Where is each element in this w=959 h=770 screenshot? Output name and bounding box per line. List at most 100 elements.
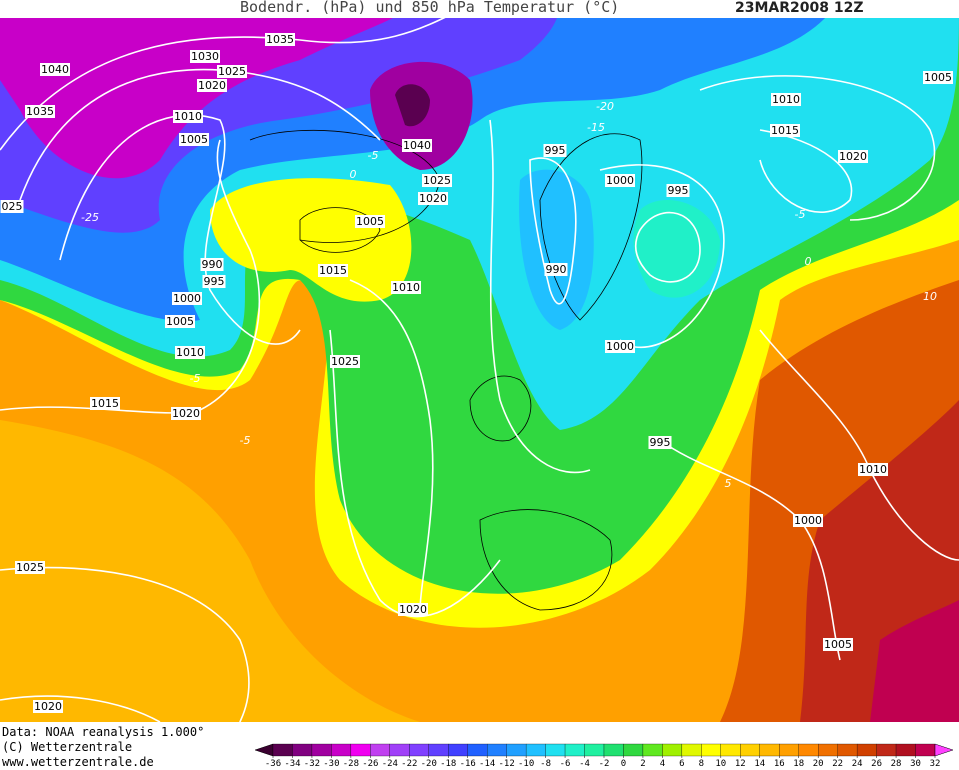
isobar-label: 1015 xyxy=(319,264,347,277)
isobar xyxy=(759,129,853,213)
colorbar-tick-label: 26 xyxy=(871,759,882,769)
label-box xyxy=(543,144,567,157)
isobar-label: 1020 xyxy=(34,700,62,713)
colorbar-bin xyxy=(506,743,527,757)
temperature-label: -20 xyxy=(596,100,614,113)
coast-scandinavia xyxy=(539,133,643,321)
label-box xyxy=(217,65,247,78)
colorbar-tick-label: -36 xyxy=(265,759,281,769)
label-box xyxy=(422,174,452,187)
colorbar-tick-label: 30 xyxy=(910,759,921,769)
isobar-label: 1025 xyxy=(423,174,451,187)
isobar-label: 1025 xyxy=(331,355,359,368)
temperature-label: -5 xyxy=(368,149,379,162)
colorbar-bin xyxy=(603,743,624,757)
isobar-label: 1025 xyxy=(218,65,246,78)
isobar-label: 1025 xyxy=(16,561,44,574)
label-box xyxy=(858,463,888,476)
isobar-label: 1010 xyxy=(859,463,887,476)
colorbar-bin xyxy=(623,743,644,757)
colorbar-tick-label: 24 xyxy=(852,759,863,769)
isobar-label: 1010 xyxy=(392,281,420,294)
field-baltic xyxy=(633,200,720,298)
colorbar-bin xyxy=(311,743,332,757)
temperature-label: -5 xyxy=(240,434,251,447)
label-box xyxy=(355,215,385,228)
label-box xyxy=(418,192,448,205)
colorbar-tick-label: 20 xyxy=(813,759,824,769)
isobar xyxy=(0,566,250,723)
isobar xyxy=(599,164,725,349)
colorbar-bin xyxy=(350,743,371,757)
footer-copyright: (C) Wetterzentrale xyxy=(2,740,132,754)
coast-britain xyxy=(469,375,532,442)
isobar-label: 1000 xyxy=(794,514,822,527)
label-box xyxy=(190,50,220,63)
colorbar-tick-label: 16 xyxy=(774,759,785,769)
colorbar-tick-label: 18 xyxy=(793,759,804,769)
label-box xyxy=(923,71,953,84)
colorbar-bin xyxy=(779,743,799,757)
label-box xyxy=(330,355,360,368)
isobar-label: 1000 xyxy=(606,174,634,187)
colorbar-bin xyxy=(720,743,741,757)
label-box xyxy=(318,264,348,277)
label-box xyxy=(770,124,800,137)
colorbar-bin xyxy=(837,743,858,757)
temperature-label: 10 xyxy=(923,290,937,303)
colorbar-tick-label: -24 xyxy=(382,759,398,769)
colorbar-bin xyxy=(662,743,683,757)
colorbar-tick-label: 10 xyxy=(715,759,726,769)
colorbar-tick-label: -32 xyxy=(304,759,320,769)
label-box xyxy=(402,139,432,152)
footer-url: www.wetterzentrale.de xyxy=(2,755,154,769)
isobar-label: 1015 xyxy=(771,124,799,137)
temperature-field xyxy=(0,0,959,722)
isobar-label: 990 xyxy=(546,263,567,276)
isobar-label: 1005 xyxy=(924,71,952,84)
field-iceland-yellow xyxy=(210,178,412,302)
temperature-labels: -20 -15 -5 0 -5 0 -5 -5 5 10 -25 xyxy=(81,100,937,490)
label-box xyxy=(838,150,868,163)
colorbar-tick-label: -4 xyxy=(579,759,590,769)
isobar-label: 995 xyxy=(545,144,566,157)
label-box xyxy=(179,133,209,146)
isobar-label: 1010 xyxy=(176,346,204,359)
isobar-label: 995 xyxy=(204,275,225,288)
isobar xyxy=(699,75,936,221)
label-box xyxy=(197,79,227,92)
isobar-label: 1035 xyxy=(266,33,294,46)
label-box xyxy=(172,292,202,305)
label-box xyxy=(40,63,70,76)
colorbar-arrow-right xyxy=(934,743,954,757)
label-box xyxy=(90,397,120,410)
colorbar-tick-label: -34 xyxy=(284,759,300,769)
temperature-label: 0 xyxy=(805,255,812,268)
label-box xyxy=(25,105,55,118)
isobar xyxy=(59,114,301,345)
colorbar-tick-label: -16 xyxy=(460,759,476,769)
isobar-label: 1040 xyxy=(403,139,431,152)
colorbar: -36 -34 -32 -30 -28 -26 -24 -22 -20 -18 -16 -14 -12-… xyxy=(254,743,954,769)
isobar-labels: 1035 1030 1040 1025 1020 1035 1010 1005 … xyxy=(0,33,953,713)
label-box xyxy=(175,346,205,359)
label-box xyxy=(0,200,24,213)
isobar xyxy=(489,119,591,474)
header-bar xyxy=(0,0,959,18)
coast-iberia xyxy=(479,509,613,611)
isobar xyxy=(529,157,577,305)
label-box xyxy=(544,263,568,276)
field-corner xyxy=(870,600,959,722)
colorbar-tick-label: 14 xyxy=(754,759,765,769)
isobar-label: 1030 xyxy=(191,50,219,63)
map-title: Bodendr. (hPa) und 850 hPa Temperatur (°… xyxy=(240,0,619,16)
footer-data: Data: NOAA reanalysis 1.000° xyxy=(2,725,204,739)
isobar-label: 1005 xyxy=(166,315,194,328)
colorbar-tick-label: 4 xyxy=(660,759,665,769)
colorbar-tick-label: -30 xyxy=(323,759,339,769)
colorbar-tick-label: 6 xyxy=(679,759,684,769)
label-box xyxy=(165,315,195,328)
colorbar-bin xyxy=(798,743,819,757)
colorbar-tick-label: -20 xyxy=(421,759,437,769)
